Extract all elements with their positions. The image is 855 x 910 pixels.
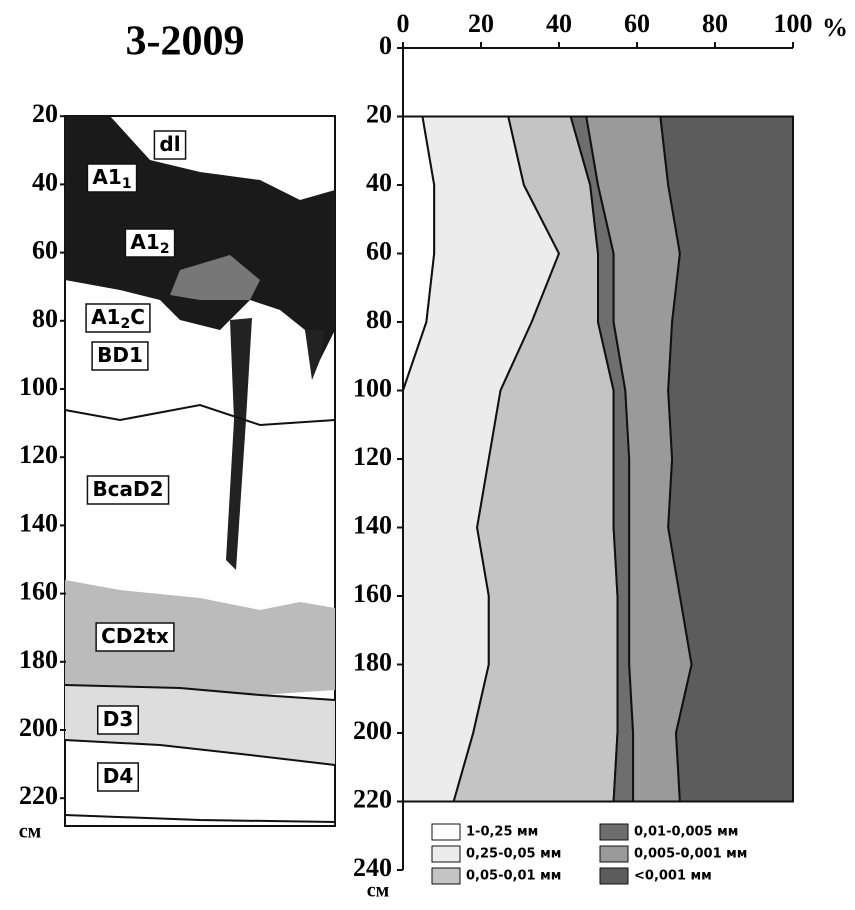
gray-patch	[170, 255, 260, 300]
x-tick-label: 40	[546, 9, 572, 38]
label-box	[91, 341, 149, 371]
legend-swatch	[431, 845, 461, 863]
profile-tick-label: 180	[19, 645, 58, 674]
cd2tx-layer	[65, 580, 335, 695]
horizon-label: D3	[103, 707, 134, 731]
horizon-label: BD1	[97, 343, 143, 367]
legend-swatch	[431, 867, 461, 885]
legend-label: 1-0,25 мм	[466, 825, 538, 840]
profile-tick-label: 60	[32, 236, 58, 265]
boundary	[64, 814, 336, 823]
x-tick-label: 80	[702, 9, 728, 38]
y-tick-label: 40	[366, 168, 392, 197]
horizon-name: CD2tx	[101, 624, 169, 648]
label-box	[95, 622, 175, 652]
legend-label: <0,001 мм	[634, 869, 712, 884]
x-tick-label: 60	[624, 9, 650, 38]
y-tick-label: 80	[366, 305, 392, 334]
y-tick-label: 60	[366, 236, 392, 265]
profile-tick-label: 40	[32, 167, 58, 196]
label-box	[124, 228, 176, 258]
horizon-label: D4	[103, 764, 134, 788]
horizon-label: CD2tx	[101, 624, 169, 648]
x-tick-label: 0	[397, 9, 410, 38]
y-tick-label: 240	[353, 853, 392, 882]
legend-label: 0,25-0,05 мм	[466, 847, 561, 862]
horizon-label: dl	[159, 132, 180, 156]
y-tick-label: 140	[353, 510, 392, 539]
horizon-name: A1	[91, 305, 120, 329]
horizon-name: D3	[103, 707, 134, 731]
horizon-subscript: 1	[122, 176, 132, 192]
horizon-label: BcaD2	[92, 477, 163, 501]
legend-swatch	[431, 823, 461, 841]
profile-tick-label: 80	[32, 304, 58, 333]
label-box	[86, 163, 138, 193]
profile-unit: см	[19, 821, 42, 843]
y-unit: см	[367, 880, 390, 902]
profile-tick-label: 100	[19, 372, 58, 401]
boundary	[64, 403, 336, 427]
horizon-subscript: 2	[160, 241, 170, 257]
x-tick-label: 20	[468, 9, 494, 38]
tongue	[226, 318, 252, 570]
legend-label: 0,05-0,01 мм	[466, 869, 561, 884]
profile-tick-label: 140	[19, 508, 58, 537]
y-tick-label: 100	[353, 373, 392, 402]
boundary	[64, 684, 336, 701]
y-tick-label: 160	[353, 579, 392, 608]
profile-tick-label: 220	[19, 781, 58, 810]
tongue	[305, 330, 325, 380]
horizon-suffix: C	[130, 305, 145, 329]
y-tick-label: 200	[353, 716, 392, 745]
horizon-name: dl	[159, 132, 180, 156]
y-tick-label: 0	[379, 31, 392, 60]
boundary	[64, 739, 336, 766]
horizon-label: A11	[92, 165, 131, 193]
d3-layer	[65, 685, 335, 765]
profile-tick-label: 160	[19, 577, 58, 606]
horizon-name: BD1	[97, 343, 143, 367]
title: 3-2009	[126, 19, 245, 65]
horizon-name: BcaD2	[92, 477, 163, 501]
horizon-name: A1	[92, 165, 121, 189]
label-box	[96, 705, 140, 735]
x-tick-label: 100	[774, 9, 813, 38]
horizon-subscript: 2	[120, 316, 130, 332]
y-tick-label: 220	[353, 784, 392, 813]
label-box	[86, 475, 170, 505]
legend-label: 0,01-0,005 мм	[634, 825, 738, 840]
label-box	[96, 762, 140, 792]
horizon-label: A12	[130, 230, 169, 258]
label-box	[153, 130, 187, 160]
y-tick-label: 20	[366, 99, 392, 128]
legend-label: 0,005-0,001 мм	[634, 847, 747, 862]
horizon-name: A1	[130, 230, 159, 254]
horizon-name: D4	[103, 764, 134, 788]
profile-tick-label: 120	[19, 440, 58, 469]
legend-swatch	[599, 867, 629, 885]
horizon-label: A12C	[91, 305, 145, 333]
legend-swatch	[599, 845, 629, 863]
legend-swatch	[599, 823, 629, 841]
x-unit: %	[822, 13, 848, 42]
profile-tick-label: 20	[32, 99, 58, 128]
label-box	[85, 303, 151, 333]
y-tick-label: 120	[353, 442, 392, 471]
profile-tick-label: 200	[19, 713, 58, 742]
y-tick-label: 180	[353, 647, 392, 676]
